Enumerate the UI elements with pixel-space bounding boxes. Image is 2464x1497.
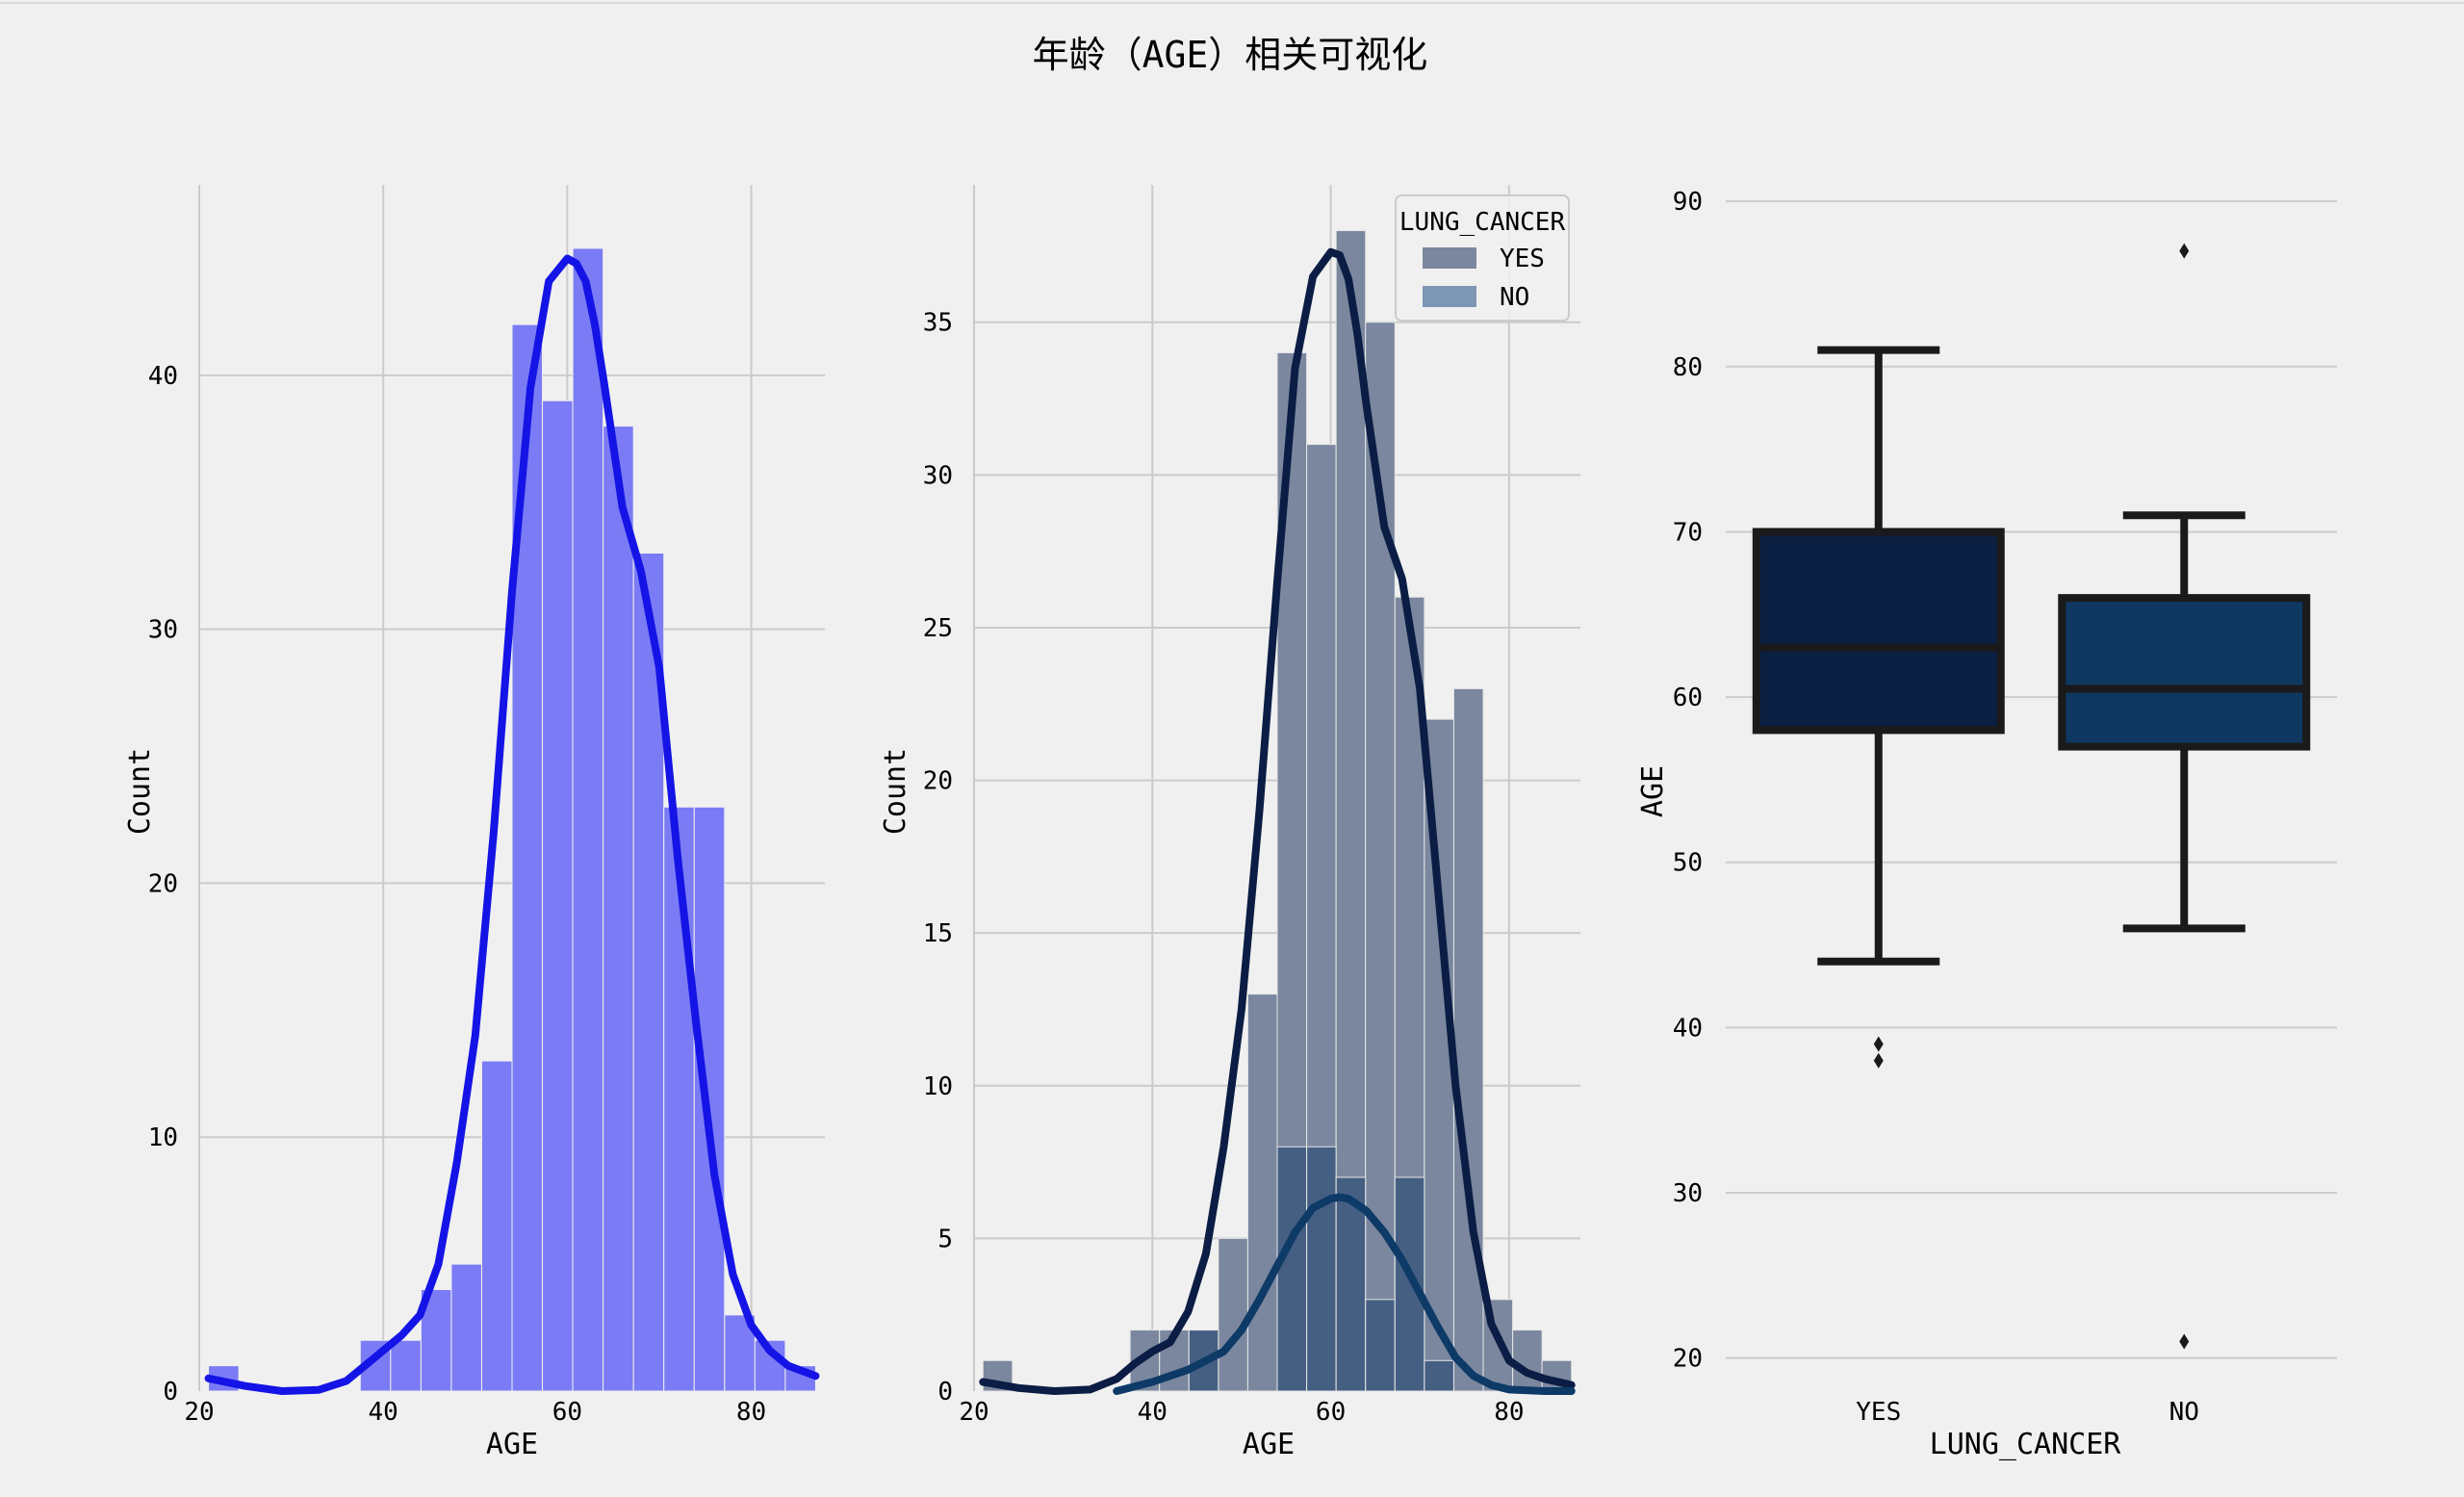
y-tick-label: 40 (148, 362, 178, 391)
histogram-overlap-bar (1306, 1146, 1337, 1392)
boxplot-ylabel: AGE (1636, 765, 1670, 817)
outlier-point (2179, 1333, 2190, 1350)
histogram-overlap-bar (1394, 1176, 1425, 1392)
boxplot-xlabel: LUNG_CANCER (1930, 1428, 2122, 1461)
y-tick-label: 30 (923, 461, 953, 490)
y-tick-label: 40 (1673, 1014, 1703, 1043)
y-tick-label: 10 (923, 1072, 953, 1101)
y-tick-label: 0 (937, 1378, 953, 1407)
x-tick-label: 40 (1138, 1398, 1168, 1427)
histogram-bar-yes (1246, 994, 1278, 1392)
box-yes (1752, 528, 2005, 735)
histogram-bar-yes (1512, 1329, 1543, 1392)
y-tick-label: 70 (1673, 518, 1703, 547)
stacked-histogram-ylabel: Count (879, 748, 912, 835)
y-tick-label: 25 (923, 614, 953, 643)
histogram-xlabel: AGE (486, 1428, 538, 1461)
histogram-overlap-bar (1424, 1359, 1454, 1392)
histogram-bar (724, 1314, 756, 1392)
y-tick-label: 20 (923, 767, 953, 796)
x-tick-label: 40 (369, 1398, 398, 1427)
y-tick-label: 80 (1673, 353, 1703, 382)
y-tick-label: 50 (1673, 849, 1703, 878)
histogram-bar (542, 400, 574, 1392)
x-tick-label: 20 (959, 1398, 988, 1427)
histogram-bar (511, 323, 544, 1392)
kde-curve (204, 254, 820, 1395)
x-tick-label: NO (2169, 1398, 2199, 1427)
histogram-bar (390, 1339, 422, 1392)
legend: LUNG_CANCER YES NO (1395, 194, 1570, 322)
y-tick-label: 60 (1673, 684, 1703, 712)
x-tick-label: YES (1856, 1398, 1901, 1427)
stacked-histogram-panel: 20 40 60 80 0 5 10 15 20 25 30 35 AGE Count LUNG_CA… (879, 185, 1580, 1461)
kde-curve-yes (979, 247, 1576, 1395)
x-tick-label: 60 (552, 1398, 582, 1427)
histogram-bar-yes (1452, 687, 1484, 1392)
y-tick-label: 20 (148, 869, 178, 898)
histogram-bar-yes (1218, 1237, 1248, 1392)
y-tick-label: 30 (148, 616, 178, 645)
legend-label-yes: YES (1500, 245, 1545, 273)
histogram-bar (603, 426, 634, 1392)
legend-swatch-yes (1423, 247, 1476, 269)
outlier-point (1873, 1052, 1884, 1069)
stacked-histogram-xlabel: AGE (1243, 1428, 1295, 1461)
outlier-point (2179, 243, 2190, 259)
x-tick-label: 20 (184, 1398, 214, 1427)
histogram-bar (572, 247, 604, 1392)
histogram-ylabel: Count (123, 748, 157, 835)
figure-title: 年龄（AGE）相关可视化 (1033, 34, 1428, 76)
y-tick-label: 30 (1673, 1179, 1703, 1208)
y-tick-label: 10 (148, 1123, 178, 1152)
histogram-panel: 20 40 60 80 0 10 20 30 40 AGE Count (123, 185, 825, 1461)
histogram-bar (450, 1263, 482, 1392)
histogram-overlap-bar (1276, 1146, 1308, 1392)
x-tick-label: 80 (1494, 1398, 1524, 1427)
y-tick-label: 0 (163, 1378, 178, 1407)
outlier-point (1873, 1036, 1884, 1052)
legend-label-no: NO (1500, 283, 1529, 312)
y-tick-label: 15 (923, 919, 953, 948)
histogram-bar (693, 806, 726, 1392)
legend-swatch-no (1423, 286, 1476, 307)
boxplot-panel: 20 30 40 50 60 70 80 90 YES NO LUNG_CANCER AGE (1636, 188, 2337, 1461)
histogram-overlap-bar (1365, 1299, 1396, 1392)
x-tick-label: 60 (1316, 1398, 1346, 1427)
histogram-overlap-bar (1335, 1176, 1367, 1392)
box-no (2058, 594, 2311, 751)
kde-curve-no (1113, 1193, 1576, 1395)
x-tick-label: 80 (736, 1398, 766, 1427)
legend-title: LUNG_CANCER (1399, 208, 1566, 237)
histogram-bar (480, 1060, 513, 1392)
y-tick-label: 5 (937, 1225, 953, 1253)
y-tick-label: 35 (923, 309, 953, 338)
y-tick-label: 90 (1673, 188, 1703, 217)
y-tick-label: 20 (1673, 1345, 1703, 1374)
